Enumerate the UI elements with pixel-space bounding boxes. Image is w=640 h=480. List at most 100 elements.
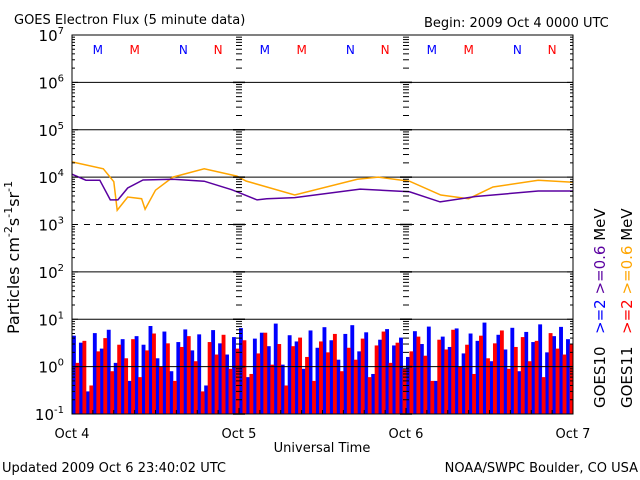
flux-bar-goes11-2-mev — [513, 346, 518, 414]
flux-bar-goes10-2-mev — [176, 342, 181, 414]
flux-bar-goes11-2-mev — [458, 366, 463, 414]
flux-bar-goes10-2-mev — [266, 346, 271, 414]
flux-bar-goes10-2-mev — [315, 347, 320, 414]
flux-bar-goes10-2-mev — [134, 336, 139, 414]
flux-bar-goes11-2-mev — [534, 340, 539, 414]
flux-bar-goes10-2-mev — [440, 336, 445, 414]
flux-bar-goes11-2-mev — [479, 335, 483, 414]
flux-bar-goes11-2-mev — [492, 343, 497, 414]
flux-bar-goes10-2-mev — [447, 346, 452, 414]
flux-bar-goes11-2-mev — [186, 336, 191, 414]
flux-bar-goes10-2-mev — [566, 339, 570, 414]
flux-bar-goes10-2-mev — [204, 385, 209, 414]
y-tick-label: 101 — [39, 310, 64, 329]
flux-bar-goes10-2-mev — [211, 330, 216, 414]
flux-bar-goes11-2-mev — [325, 352, 330, 414]
flux-bar-goes11-2-mev — [367, 377, 372, 414]
flux-bar-goes11-2-mev — [506, 368, 511, 414]
flux-bar-goes10-2-mev — [252, 338, 257, 414]
flux-bar-goes11-2-mev — [305, 356, 309, 414]
flux-bar-goes10-2-mev — [524, 331, 529, 414]
flux-bar-goes11-2-mev — [179, 346, 184, 414]
flux-bar-goes11-2-mev — [75, 362, 80, 414]
flux-bar-goes11-2-mev — [451, 329, 456, 414]
flux-bar-goes11-2-mev — [291, 346, 296, 414]
flux-bar-goes11-2-mev — [374, 345, 379, 414]
flux-bar-goes10-2-mev — [399, 337, 403, 414]
flux-bar-goes11-2-mev — [388, 362, 393, 414]
flux-bar-goes10-2-mev — [183, 329, 188, 414]
flux-bar-goes10-2-mev — [552, 336, 557, 414]
updated-timestamp: Updated 2009 Oct 6 23:40:02 UTC — [2, 461, 226, 476]
flux-bar-goes10-2-mev — [218, 343, 223, 414]
flux-bar-goes11-2-mev — [437, 339, 442, 414]
flux-bar-goes10-2-mev — [322, 327, 327, 414]
flux-bar-goes11-2-mev — [172, 380, 177, 414]
y-tick-label: 103 — [39, 216, 64, 235]
credit-label: NOAA/SWPC Boulder, CO USA — [445, 461, 638, 476]
flux-bar-goes11-2-mev — [541, 377, 546, 414]
flux-bar-goes10-2-mev — [72, 335, 76, 414]
flux-bar-goes11-2-mev — [256, 353, 261, 414]
y-tick-label: 104 — [39, 168, 64, 187]
flux-bar-goes10-2-mev — [301, 368, 306, 414]
flux-bar-goes10-2-mev — [169, 371, 174, 414]
flux-bar-goes11-2-mev — [103, 338, 108, 414]
flux-bar-goes10-2-mev — [426, 326, 431, 414]
flux-bar-goes10-2-mev — [538, 324, 543, 414]
y-tick-label: 10-1 — [35, 405, 64, 424]
local-time-marker: M — [129, 43, 139, 57]
flux-bar-goes10-2-mev — [433, 380, 438, 414]
flux-bar-goes10-2-mev — [503, 349, 508, 414]
flux-bar-goes10-2-mev — [531, 342, 536, 414]
flux-bar-goes10-2-mev — [545, 352, 550, 414]
local-time-marker: N — [346, 43, 355, 57]
legend: >=2 >=0.6 MeV GOES10 >=2 >=0.6 MeV GOES11 — [591, 208, 636, 408]
flux-bar-goes10-2-mev — [85, 391, 90, 414]
flux-bar-goes10-2-mev — [461, 353, 466, 414]
flux-bar-goes10-2-mev — [127, 380, 132, 414]
x-tick-label: Oct 4 — [55, 427, 90, 442]
flux-bar-goes10-2-mev — [419, 344, 424, 414]
flux-bar-goes11-2-mev — [360, 338, 365, 414]
local-time-marker: M — [427, 43, 437, 57]
flux-bar-goes11-2-mev — [319, 341, 323, 414]
flux-bar-goes10-2-mev — [454, 328, 459, 414]
legend-satellite: GOES10 — [591, 346, 609, 408]
flux-bar-goes10-2-mev — [475, 340, 480, 414]
flux-bar-goes11-2-mev — [263, 332, 268, 414]
flux-bar-goes10-2-mev — [78, 342, 83, 414]
flux-bar-goes11-2-mev — [562, 354, 567, 414]
flux-bar-goes11-2-mev — [242, 340, 247, 414]
y-tick-label: 105 — [39, 121, 64, 140]
flux-bar-goes10-2-mev — [259, 332, 264, 414]
flux-line-goes11-0-6-mev — [71, 161, 574, 213]
flux-bar-goes11-2-mev — [145, 350, 149, 414]
flux-bar-goes10-2-mev — [287, 335, 292, 414]
begin-label: Begin: 2009 Oct 4 0000 UTC — [424, 16, 609, 31]
x-tick-label: Oct 7 — [556, 427, 591, 442]
flux-bar-goes11-2-mev — [82, 340, 87, 414]
flux-bar-goes10-2-mev — [99, 348, 104, 414]
flux-bar-goes10-2-mev — [357, 351, 362, 414]
flux-bar-goes11-2-mev — [346, 347, 351, 414]
flux-bar-goes11-2-mev — [312, 380, 316, 414]
local-time-marker: M — [296, 43, 306, 57]
flux-bar-goes10-2-mev — [336, 359, 341, 414]
local-time-marker: N — [513, 43, 522, 57]
flux-bar-goes10-2-mev — [113, 362, 118, 414]
flux-bar-goes10-2-mev — [273, 323, 278, 414]
flux-bar-goes11-2-mev — [131, 339, 136, 414]
flux-bar-goes11-2-mev — [486, 358, 490, 414]
flux-bar-goes11-2-mev — [423, 355, 428, 414]
flux-bar-goes11-2-mev — [569, 344, 574, 414]
flux-bar-goes10-2-mev — [106, 329, 111, 414]
flux-bar-goes10-2-mev — [412, 331, 417, 414]
local-time-marker: M — [260, 43, 270, 57]
legend-entry: >=2 >=0.6 MeV — [591, 208, 609, 334]
flux-bar-goes10-2-mev — [350, 325, 355, 414]
flux-bar-goes10-2-mev — [496, 334, 501, 414]
flux-bar-goes11-2-mev — [89, 385, 94, 414]
flux-bar-goes10-2-mev — [155, 358, 160, 414]
y-tick-label: 100 — [39, 358, 64, 377]
